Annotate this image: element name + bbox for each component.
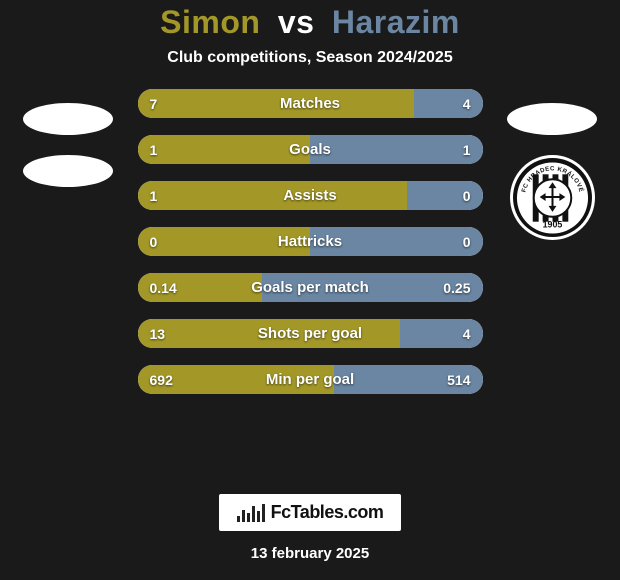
stat-bar: 692514Min per goal (138, 365, 483, 394)
club-badge-svg: FC HRADEC KRÁLOVÉ 1905 (513, 158, 592, 238)
infographic-container: Simon vs Harazim Club competitions, Seas… (0, 0, 620, 580)
player2-flag-icon (507, 103, 597, 135)
stat-bar: 11Goals (138, 135, 483, 164)
player1-club-placeholder-icon (23, 155, 113, 187)
player2-name: Harazim (332, 4, 460, 40)
stat-fill-right (407, 181, 483, 210)
subtitle: Club competitions, Season 2024/2025 (167, 49, 452, 67)
player1-name: Simon (160, 4, 260, 40)
stat-bar: 134Shots per goal (138, 319, 483, 348)
stat-fill-left (138, 135, 311, 164)
stat-fill-left (138, 227, 311, 256)
stat-bar: 10Assists (138, 181, 483, 210)
brand-text: FcTables.com (271, 502, 384, 523)
player1-flag-icon (23, 103, 113, 135)
player2-club-badge-icon: FC HRADEC KRÁLOVÉ 1905 (510, 155, 595, 240)
stat-fill-left (138, 365, 335, 394)
stat-fill-right (262, 273, 483, 302)
stat-fill-right (310, 135, 483, 164)
footer: FcTables.com 13 february 2025 (219, 494, 402, 562)
left-side-column (11, 89, 126, 187)
stat-fill-right (334, 365, 482, 394)
title: Simon vs Harazim (160, 4, 460, 41)
stat-fill-left (138, 89, 414, 118)
stat-bar: 00Hattricks (138, 227, 483, 256)
stat-fill-left (138, 181, 407, 210)
stat-fill-right (414, 89, 483, 118)
stat-fill-right (400, 319, 483, 348)
vs-label: vs (278, 4, 315, 40)
stat-fill-left (138, 273, 262, 302)
club-badge-year: 1905 (542, 219, 562, 229)
stat-bar: 74Matches (138, 89, 483, 118)
date-label: 13 february 2025 (251, 545, 369, 562)
right-side-column: FC HRADEC KRÁLOVÉ 1905 (495, 89, 610, 240)
stat-bars: 74Matches 11Goals 10Assists 00Hattricks 0.14… (138, 89, 483, 394)
stat-fill-left (138, 319, 400, 348)
brand-bars-icon (237, 504, 265, 522)
body-row: 74Matches 11Goals 10Assists 00Hattricks 0.14… (0, 89, 620, 486)
stat-bar: 0.140.25Goals per match (138, 273, 483, 302)
stat-fill-right (310, 227, 483, 256)
brand-logo: FcTables.com (219, 494, 402, 531)
